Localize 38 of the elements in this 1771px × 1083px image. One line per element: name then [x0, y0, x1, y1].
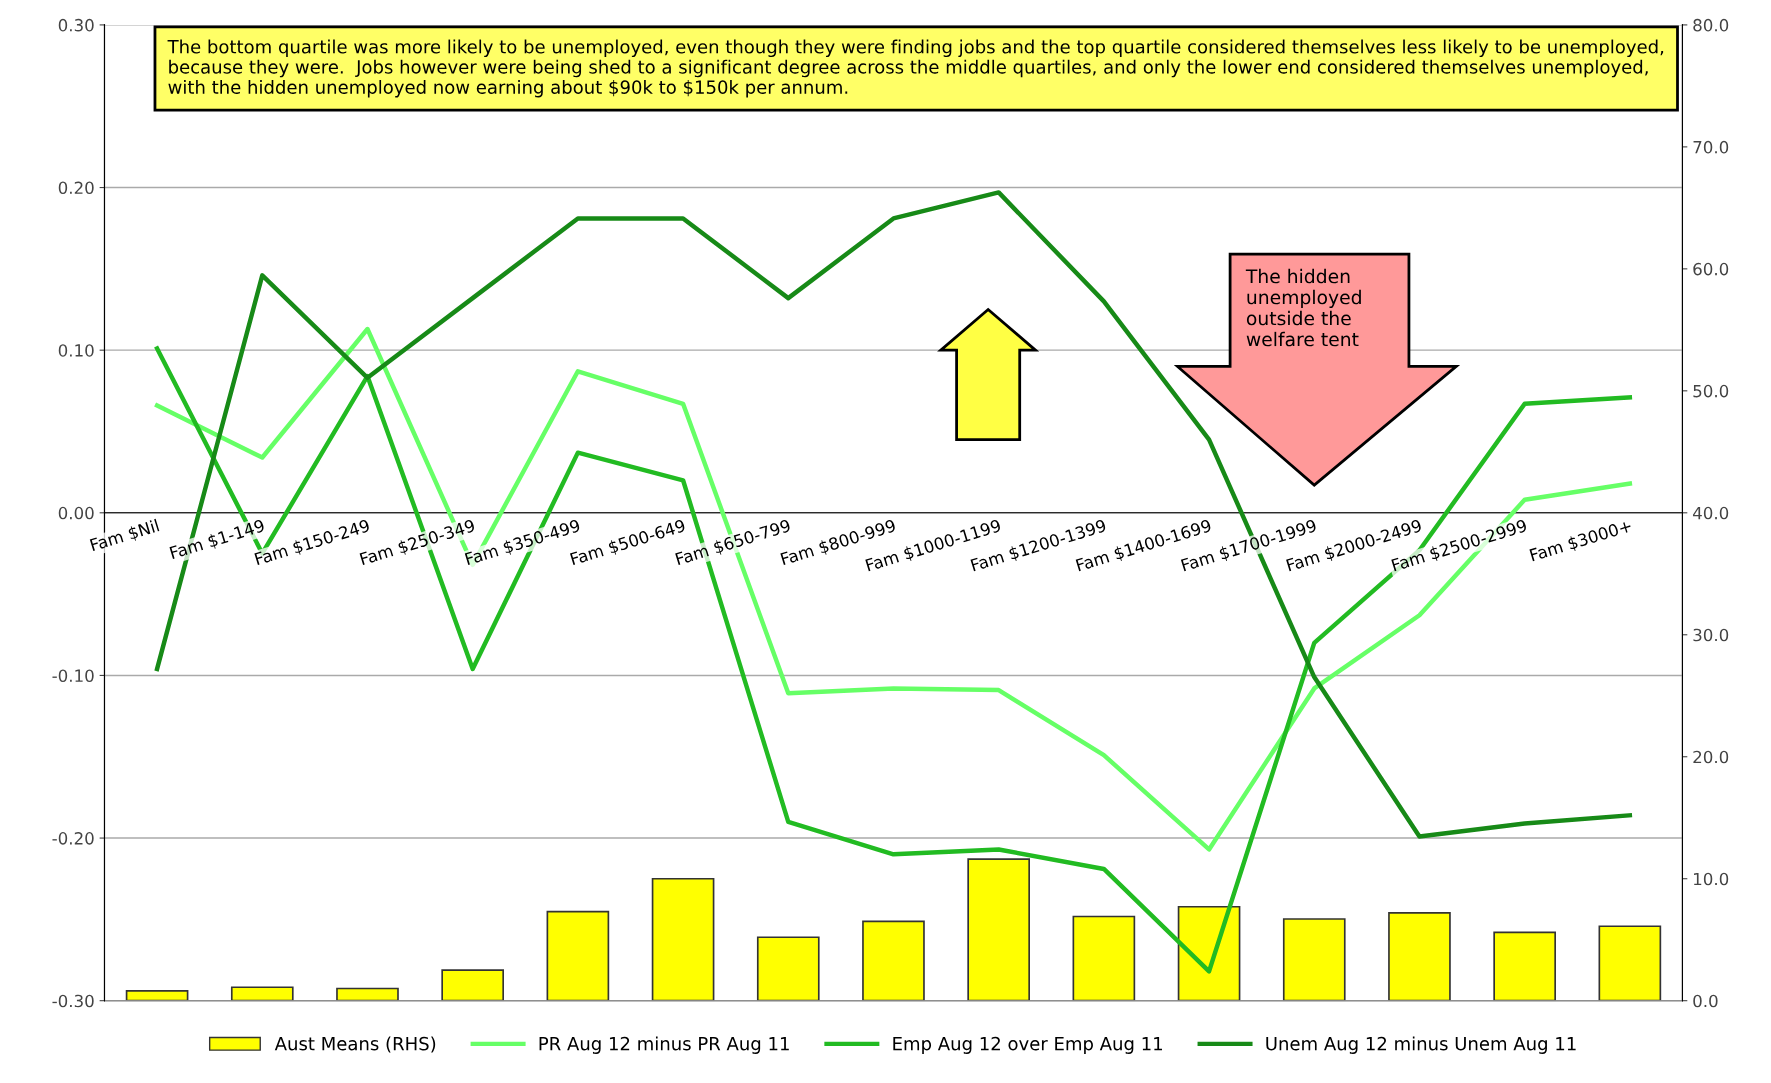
annotation: The hidden unemployed outside the welfare tent — [1245, 268, 1361, 347]
y2-tick-label: 0.0 — [1693, 994, 1718, 1008]
y2-tick-label: 10.0 — [1694, 872, 1729, 886]
bar — [336, 987, 399, 1001]
y-tick-label: 0.10 — [58, 344, 94, 357]
bar — [125, 990, 189, 1001]
bar — [1282, 918, 1346, 1001]
bar — [230, 986, 294, 1001]
y-tick-label: -0.20 — [52, 832, 94, 845]
legend-label: Emp Aug 12 over Emp Aug 11 — [893, 1036, 1162, 1054]
y2-tick-label: 20.0 — [1693, 750, 1729, 764]
bar — [1493, 931, 1556, 1001]
y2-tick-label: 40.0 — [1692, 506, 1729, 520]
bar — [1177, 905, 1241, 1001]
y-tick-label: 0.00 — [58, 506, 94, 520]
bar — [967, 858, 1031, 1001]
y-tick-label: 0.30 — [58, 18, 94, 32]
bar — [1388, 912, 1451, 1001]
bar — [1072, 915, 1136, 1001]
y2-tick-label: 50.0 — [1693, 384, 1729, 398]
y2-tick-label: 80.0 — [1693, 18, 1729, 32]
y-tick-label: 0.20 — [58, 181, 94, 195]
y2-tick-label: 30.0 — [1693, 628, 1729, 642]
x-tick-label: Fam $Nil — [89, 518, 161, 554]
y-tick-label: -0.10 — [52, 669, 94, 682]
legend-label: Aust Means (RHS) — [274, 1036, 436, 1053]
bar — [756, 936, 820, 1001]
legend-label: Unem Aug 12 minus Unem Aug 11 — [1266, 1036, 1576, 1054]
y2-tick-label: 60.0 — [1693, 262, 1729, 276]
bar — [862, 920, 925, 1001]
y-tick-label: -0.30 — [52, 994, 94, 1008]
bar — [546, 910, 610, 1001]
bar — [651, 877, 715, 1001]
annotation: The bottom quartile was more likely to be unemployed, even though they were finding jobs and the top quartile considered themselves less likely to be unemployed, because they were. Jobs however were being shed to a significant degree across the middle quartiles, and only the lower end considered themselves unemployed, with the hidden unemployed now earning about $90k to $150k per annum. — [167, 39, 1664, 98]
y2-tick-label: 70.0 — [1693, 140, 1729, 154]
legend-label: PR Aug 12 minus PR Aug 11 — [539, 1036, 789, 1054]
bar — [441, 969, 505, 1001]
bar — [1598, 925, 1662, 1001]
